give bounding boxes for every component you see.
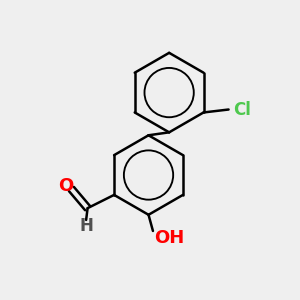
Text: O: O: [58, 177, 74, 195]
Text: H: H: [79, 217, 93, 235]
Text: Cl: Cl: [233, 100, 251, 118]
Text: OH: OH: [154, 229, 185, 247]
